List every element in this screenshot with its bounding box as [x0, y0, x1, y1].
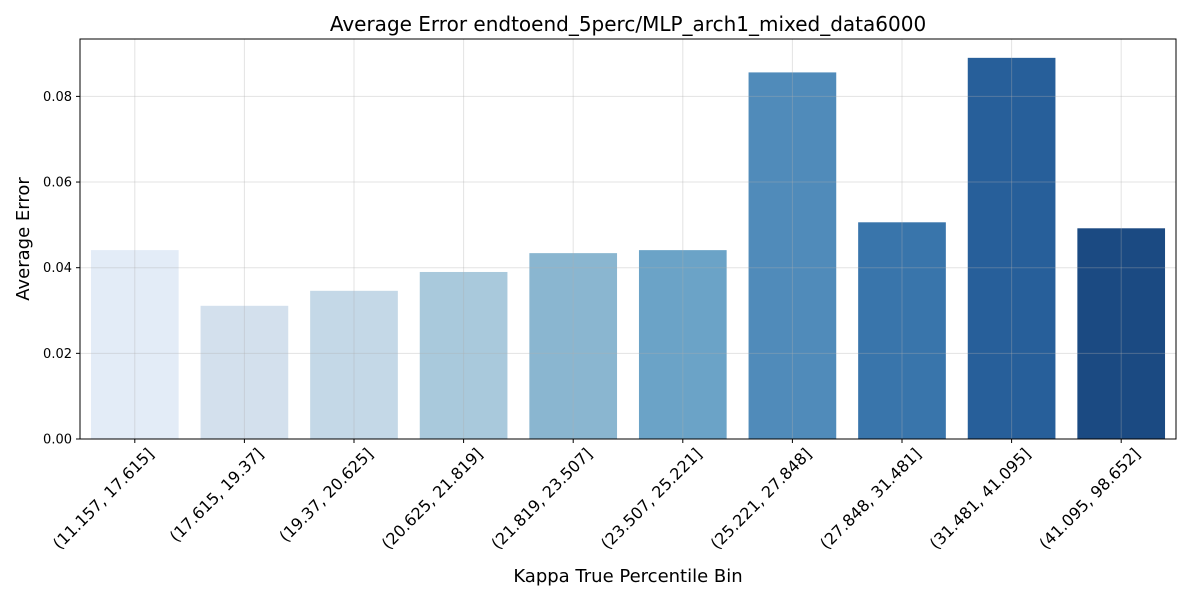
x-tick-label: (31.481, 41.095]: [926, 444, 1035, 553]
x-tick-label: (17.615, 19.37]: [166, 444, 267, 545]
y-tick-label: 0.00: [43, 433, 72, 448]
y-axis-label: Average Error: [13, 177, 34, 301]
bar-6: [638, 250, 727, 439]
bar-3: [310, 290, 398, 439]
bar-8: [858, 222, 946, 439]
bar-5: [529, 253, 618, 439]
x-tick-label: (23.507, 25.221]: [597, 444, 706, 553]
x-tick-label: (21.819, 23.507]: [487, 444, 596, 553]
x-tick-label: (11.157, 17.615]: [49, 444, 158, 553]
y-tick-label: 0.02: [43, 347, 72, 362]
x-tick-label: (25.221, 27.848]: [707, 444, 816, 553]
bar-1: [90, 250, 179, 439]
bar-7: [748, 72, 837, 439]
bar-9: [967, 57, 1056, 439]
bar-4: [419, 271, 508, 439]
bar-10: [1077, 228, 1166, 439]
y-tick-label: 0.04: [43, 261, 72, 276]
bars-layer: [90, 57, 1166, 439]
grid-layer: [80, 39, 1176, 440]
y-tick-label: 0.06: [43, 176, 72, 191]
y-tick-label: 0.08: [43, 90, 72, 105]
x-tick-label: (20.625, 21.819]: [378, 444, 487, 553]
x-tick-label: (19.37, 20.625]: [275, 444, 376, 545]
x-tick-label: (27.848, 31.481]: [816, 444, 925, 553]
chart-title: Average Error endtoend_5perc/MLP_arch1_m…: [330, 12, 926, 36]
x-axis-label: Kappa True Percentile Bin: [513, 566, 742, 587]
plot-frame: [79, 38, 1177, 440]
bar-2: [200, 305, 289, 439]
x-tick-label: (41.095, 98.652]: [1035, 444, 1144, 553]
